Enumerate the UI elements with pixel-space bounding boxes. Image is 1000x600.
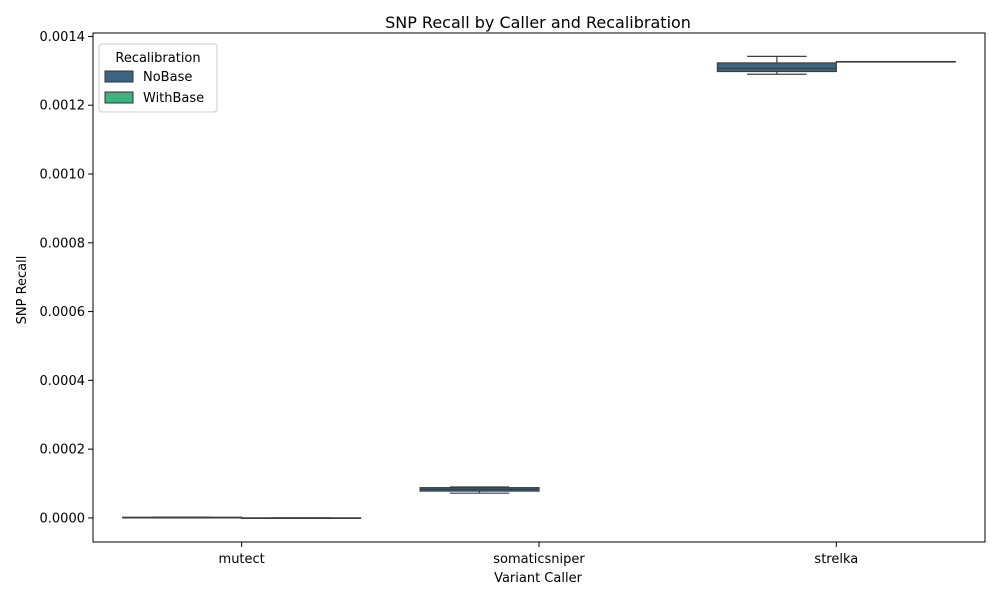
legend: Recalibration NoBase WithBase	[98, 43, 218, 113]
legend-title: Recalibration	[115, 51, 200, 66]
x-axis-ticks: mutect somaticsniper strelka	[219, 542, 858, 567]
y-tick-label: 0.0000	[40, 511, 86, 526]
y-tick-label: 0.0014	[40, 30, 86, 45]
y-tick-label: 0.0010	[40, 168, 86, 183]
legend-swatch-nobase	[104, 70, 134, 83]
box-nobase-somaticsniper	[419, 486, 540, 494]
box-body	[716, 62, 837, 73]
box-nobase-strelka	[716, 55, 837, 75]
x-tick-label: strelka	[814, 552, 858, 567]
y-tick-label: 0.0008	[40, 236, 86, 251]
y-tick-label: 0.0002	[40, 443, 86, 458]
x-tick-label: somaticsniper	[493, 552, 585, 567]
axes-frame	[92, 32, 986, 543]
box-withbase-strelka	[835, 60, 956, 63]
y-axis-label: SNP Recall	[15, 256, 30, 325]
y-tick-label: 0.0004	[40, 374, 86, 389]
legend-swatch-withbase	[104, 91, 134, 104]
box-nobase-mutect	[122, 516, 243, 519]
y-axis-ticks: 0.0000 0.0002 0.0004 0.0006 0.0008 0.0010 0.00…	[40, 30, 93, 526]
chart-title: SNP Recall by Caller and Recalibration	[385, 13, 691, 32]
box-series	[122, 55, 956, 520]
x-tick-label: mutect	[219, 552, 265, 567]
x-axis-label: Variant Caller	[494, 571, 583, 586]
y-tick-label: 0.0006	[40, 305, 86, 320]
plot-area	[92, 32, 986, 543]
y-tick-label: 0.0012	[40, 99, 86, 114]
box-withbase-mutect	[241, 517, 362, 520]
legend-label-nobase: NoBase	[143, 70, 192, 85]
legend-label-withbase: WithBase	[143, 91, 204, 106]
